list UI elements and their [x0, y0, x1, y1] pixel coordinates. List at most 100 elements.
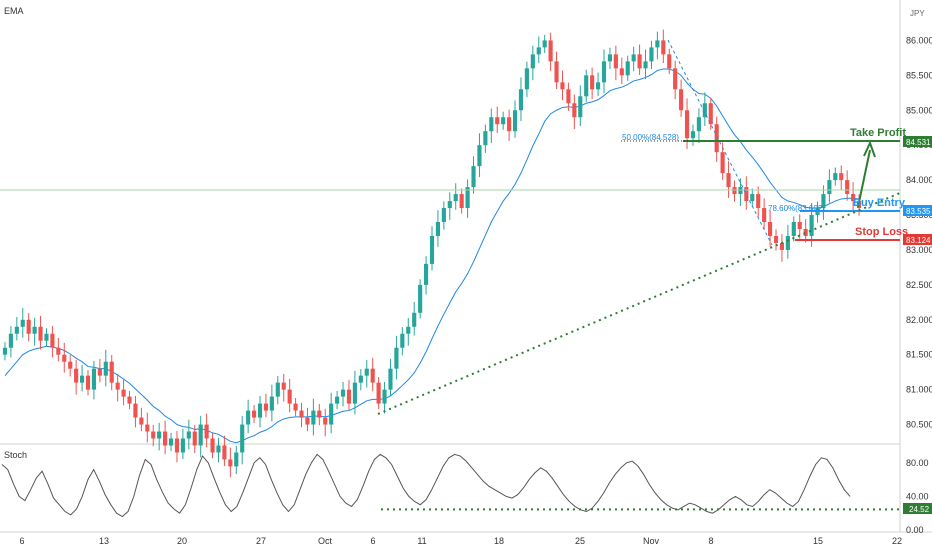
- x-tick-label: 13: [99, 536, 109, 546]
- candle-body: [590, 75, 595, 90]
- stop-loss-label: Stop Loss: [855, 226, 908, 238]
- candle-body: [382, 389, 387, 404]
- candle-body: [655, 40, 660, 48]
- candle-body: [566, 89, 571, 104]
- candle-body: [803, 228, 808, 236]
- candle-body: [240, 424, 245, 453]
- candle-body: [631, 54, 636, 62]
- candle-body: [192, 431, 197, 446]
- candle-body: [406, 326, 411, 334]
- candle-body: [340, 389, 346, 397]
- candle-body: [121, 389, 126, 397]
- indicator-label: EMA: [4, 6, 24, 16]
- candle-body: [667, 54, 672, 69]
- y-tick-label: 83.000: [906, 245, 932, 255]
- candle-body: [127, 396, 132, 404]
- stoch-layer: 80.00 40.00 0.00: [1, 453, 929, 535]
- candle-body: [845, 180, 850, 195]
- candle-body: [851, 194, 856, 202]
- candle-body: [489, 117, 494, 132]
- x-tick-label: 6: [19, 536, 24, 546]
- candle-body: [595, 82, 601, 90]
- candle-body: [400, 333, 405, 348]
- y-tick-label: 81.000: [906, 385, 932, 395]
- candle-body: [299, 410, 304, 418]
- candle-body: [335, 396, 340, 404]
- candle-body: [702, 103, 707, 118]
- candle-body: [524, 68, 529, 90]
- candle-body: [228, 459, 233, 467]
- candle-body: [287, 389, 292, 404]
- candle-body: [145, 424, 150, 432]
- candle-body: [174, 438, 180, 453]
- candle-body: [423, 263, 429, 285]
- candle-body: [257, 403, 263, 418]
- candle-body: [779, 242, 785, 250]
- candle-body: [459, 194, 464, 209]
- candle-body: [762, 208, 767, 222]
- y-tick-label: 82.000: [906, 315, 932, 325]
- candle-body: [690, 131, 696, 139]
- candle-body: [572, 103, 577, 118]
- candle-body: [833, 173, 838, 181]
- ema-layer: [4, 68, 860, 444]
- trendline: [377, 192, 901, 415]
- candle-body: [643, 61, 648, 69]
- stop-loss-price: 83.124: [906, 236, 931, 245]
- candle-body: [471, 166, 476, 188]
- candle-body: [578, 96, 583, 118]
- candle-body: [370, 368, 375, 383]
- candle-body: [62, 354, 67, 362]
- candle-body: [827, 180, 832, 195]
- candle-body: [518, 89, 524, 111]
- candle-body: [512, 110, 518, 132]
- candle-body: [180, 438, 185, 453]
- price-pane: [0, 0, 900, 444]
- candle-body: [732, 187, 737, 195]
- y-tick-label: 86.000: [906, 35, 932, 45]
- candle-body: [50, 333, 55, 348]
- x-tick-label: 18: [494, 536, 504, 546]
- candle-body: [293, 403, 298, 411]
- candle-body: [418, 284, 423, 313]
- candle-body: [216, 445, 221, 453]
- candle-body: [429, 235, 435, 264]
- candle-body: [38, 326, 43, 341]
- fib-diagonal: [667, 39, 773, 246]
- sub-indicator-label: Stoch: [4, 450, 27, 460]
- candle-body: [364, 368, 369, 376]
- y-tick-label: 81.500: [906, 350, 932, 360]
- stop-loss-price-box: [903, 234, 932, 245]
- take-profit-price: 84.531: [906, 138, 931, 147]
- candle-body: [311, 410, 316, 425]
- candle-body: [133, 403, 138, 418]
- x-tick-label: Nov: [643, 536, 660, 546]
- x-tick-label: 15: [813, 536, 823, 546]
- candle-body: [477, 145, 482, 167]
- candle-body: [329, 403, 334, 425]
- ema-line: [4, 68, 860, 444]
- candle-body: [548, 40, 553, 62]
- x-tick-label: 20: [177, 536, 187, 546]
- candle-body: [44, 333, 49, 341]
- candle-body: [91, 368, 97, 390]
- candle-body: [584, 75, 589, 97]
- candle-body: [495, 117, 500, 125]
- candle-body: [85, 375, 91, 390]
- candle-body: [649, 47, 654, 62]
- y-tick-label: 84.000: [906, 175, 932, 185]
- symbol-partial: JPY: [910, 9, 925, 18]
- candle-body: [269, 396, 274, 411]
- candles-layer: [2, 29, 862, 478]
- stoch-tick-label: 40.00: [906, 491, 929, 501]
- y-tick-label: 80.500: [906, 420, 932, 430]
- overlay-layer: [0, 39, 901, 415]
- stoch-tick-label: 0.00: [906, 525, 924, 535]
- candle-body: [679, 89, 684, 111]
- candle-body: [696, 117, 701, 132]
- candle-body: [756, 194, 761, 209]
- candle-body: [673, 68, 678, 90]
- price-axis: 86.00085.50085.00084.50084.00083.50083.0…: [906, 35, 932, 429]
- candle-body: [714, 124, 719, 153]
- candle-body: [281, 382, 286, 390]
